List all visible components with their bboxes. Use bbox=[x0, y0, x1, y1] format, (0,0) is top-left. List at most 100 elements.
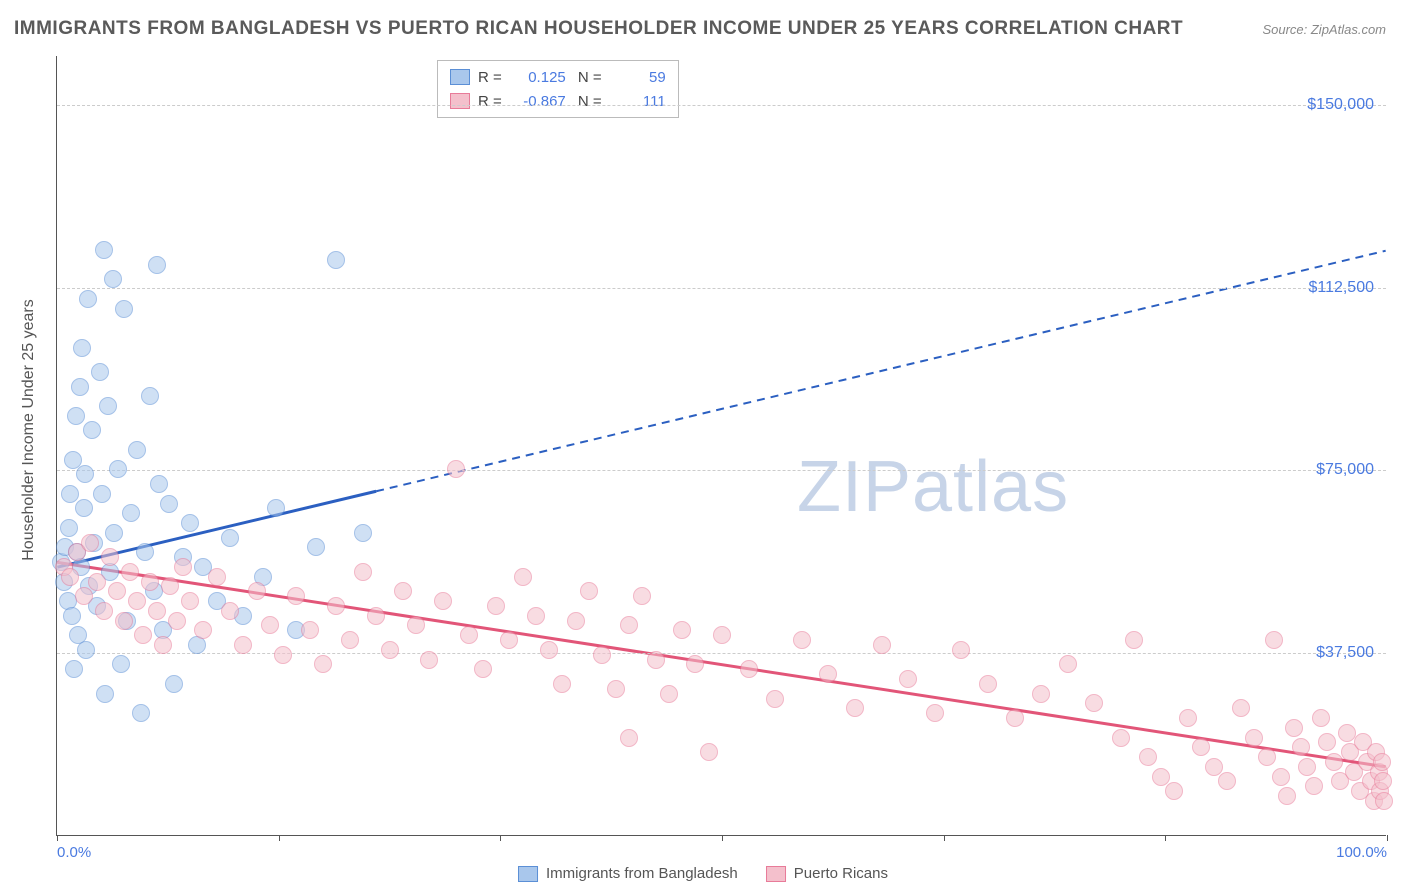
data-point-puerto_rican bbox=[487, 597, 505, 615]
data-point-bangladesh bbox=[327, 251, 345, 269]
data-point-puerto_rican bbox=[740, 660, 758, 678]
r-label: R = bbox=[478, 69, 502, 86]
data-point-puerto_rican bbox=[633, 587, 651, 605]
data-point-bangladesh bbox=[136, 543, 154, 561]
x-tick-label: 100.0% bbox=[1336, 844, 1387, 861]
gridline bbox=[57, 470, 1386, 471]
data-point-puerto_rican bbox=[75, 587, 93, 605]
data-point-puerto_rican bbox=[354, 563, 372, 581]
data-point-puerto_rican bbox=[1272, 768, 1290, 786]
data-point-bangladesh bbox=[181, 514, 199, 532]
data-point-puerto_rican bbox=[108, 582, 126, 600]
data-point-puerto_rican bbox=[1085, 694, 1103, 712]
data-point-puerto_rican bbox=[314, 655, 332, 673]
data-point-puerto_rican bbox=[61, 568, 79, 586]
data-point-puerto_rican bbox=[407, 616, 425, 634]
stats-legend-box: R = 0.125 N = 59 R = -0.867 N = 111 bbox=[437, 60, 679, 118]
data-point-puerto_rican bbox=[181, 592, 199, 610]
data-point-puerto_rican bbox=[287, 587, 305, 605]
x-tick bbox=[57, 835, 58, 841]
legend-item-puerto-rican: Puerto Ricans bbox=[766, 865, 888, 882]
x-tick bbox=[944, 835, 945, 841]
data-point-puerto_rican bbox=[979, 675, 997, 693]
data-point-puerto_rican bbox=[514, 568, 532, 586]
data-point-puerto_rican bbox=[1265, 631, 1283, 649]
n-value-puerto-rican: 111 bbox=[610, 93, 666, 110]
data-point-puerto_rican bbox=[141, 573, 159, 591]
data-point-puerto_rican bbox=[434, 592, 452, 610]
data-point-puerto_rican bbox=[700, 743, 718, 761]
data-point-puerto_rican bbox=[1179, 709, 1197, 727]
data-point-puerto_rican bbox=[1312, 709, 1330, 727]
stats-row-puerto-rican: R = -0.867 N = 111 bbox=[450, 89, 666, 113]
data-point-bangladesh bbox=[150, 475, 168, 493]
data-point-puerto_rican bbox=[1292, 738, 1310, 756]
chart-title: IMMIGRANTS FROM BANGLADESH VS PUERTO RIC… bbox=[14, 18, 1183, 40]
data-point-puerto_rican bbox=[1325, 753, 1343, 771]
data-point-puerto_rican bbox=[274, 646, 292, 664]
data-point-puerto_rican bbox=[1218, 772, 1236, 790]
data-point-puerto_rican bbox=[101, 548, 119, 566]
data-point-bangladesh bbox=[96, 685, 114, 703]
data-point-puerto_rican bbox=[1298, 758, 1316, 776]
y-tick-label: $150,000 bbox=[1307, 96, 1374, 114]
data-point-bangladesh bbox=[75, 499, 93, 517]
plot-area: ZIPatlas R = 0.125 N = 59 R = -0.867 N =… bbox=[56, 56, 1386, 836]
data-point-bangladesh bbox=[221, 529, 239, 547]
data-point-puerto_rican bbox=[1285, 719, 1303, 737]
data-point-puerto_rican bbox=[1318, 733, 1336, 751]
data-point-puerto_rican bbox=[221, 602, 239, 620]
swatch-bangladesh bbox=[518, 866, 538, 882]
data-point-puerto_rican bbox=[95, 602, 113, 620]
x-tick bbox=[1387, 835, 1388, 841]
data-point-puerto_rican bbox=[1125, 631, 1143, 649]
data-point-puerto_rican bbox=[174, 558, 192, 576]
data-point-puerto_rican bbox=[208, 568, 226, 586]
data-point-puerto_rican bbox=[1245, 729, 1263, 747]
data-point-bangladesh bbox=[132, 704, 150, 722]
data-point-puerto_rican bbox=[128, 592, 146, 610]
n-label: N = bbox=[574, 93, 602, 110]
data-point-puerto_rican bbox=[580, 582, 598, 600]
data-point-puerto_rican bbox=[593, 646, 611, 664]
data-point-bangladesh bbox=[354, 524, 372, 542]
data-point-bangladesh bbox=[63, 607, 81, 625]
data-point-puerto_rican bbox=[88, 573, 106, 591]
data-point-puerto_rican bbox=[168, 612, 186, 630]
data-point-puerto_rican bbox=[1006, 709, 1024, 727]
data-point-bangladesh bbox=[65, 660, 83, 678]
data-point-bangladesh bbox=[95, 241, 113, 259]
data-point-puerto_rican bbox=[447, 460, 465, 478]
data-point-puerto_rican bbox=[899, 670, 917, 688]
data-point-puerto_rican bbox=[793, 631, 811, 649]
data-point-puerto_rican bbox=[1112, 729, 1130, 747]
data-point-puerto_rican bbox=[1032, 685, 1050, 703]
data-point-puerto_rican bbox=[952, 641, 970, 659]
n-value-bangladesh: 59 bbox=[610, 69, 666, 86]
data-point-puerto_rican bbox=[261, 616, 279, 634]
data-point-puerto_rican bbox=[1059, 655, 1077, 673]
legend-item-bangladesh: Immigrants from Bangladesh bbox=[518, 865, 738, 882]
source-attribution: Source: ZipAtlas.com bbox=[1262, 22, 1386, 37]
data-point-bangladesh bbox=[148, 256, 166, 274]
data-point-bangladesh bbox=[77, 641, 95, 659]
data-point-puerto_rican bbox=[121, 563, 139, 581]
data-point-bangladesh bbox=[160, 495, 178, 513]
data-point-puerto_rican bbox=[500, 631, 518, 649]
data-point-puerto_rican bbox=[474, 660, 492, 678]
data-point-puerto_rican bbox=[1278, 787, 1296, 805]
n-label: N = bbox=[574, 69, 602, 86]
data-point-puerto_rican bbox=[367, 607, 385, 625]
y-tick-label: $112,500 bbox=[1308, 279, 1374, 297]
data-point-bangladesh bbox=[60, 519, 78, 537]
data-point-bangladesh bbox=[83, 421, 101, 439]
data-point-puerto_rican bbox=[673, 621, 691, 639]
data-point-puerto_rican bbox=[394, 582, 412, 600]
data-point-bangladesh bbox=[109, 460, 127, 478]
data-point-bangladesh bbox=[91, 363, 109, 381]
x-tick bbox=[1165, 835, 1166, 841]
data-point-bangladesh bbox=[112, 655, 130, 673]
data-point-puerto_rican bbox=[248, 582, 266, 600]
data-point-puerto_rican bbox=[81, 534, 99, 552]
data-point-bangladesh bbox=[73, 339, 91, 357]
